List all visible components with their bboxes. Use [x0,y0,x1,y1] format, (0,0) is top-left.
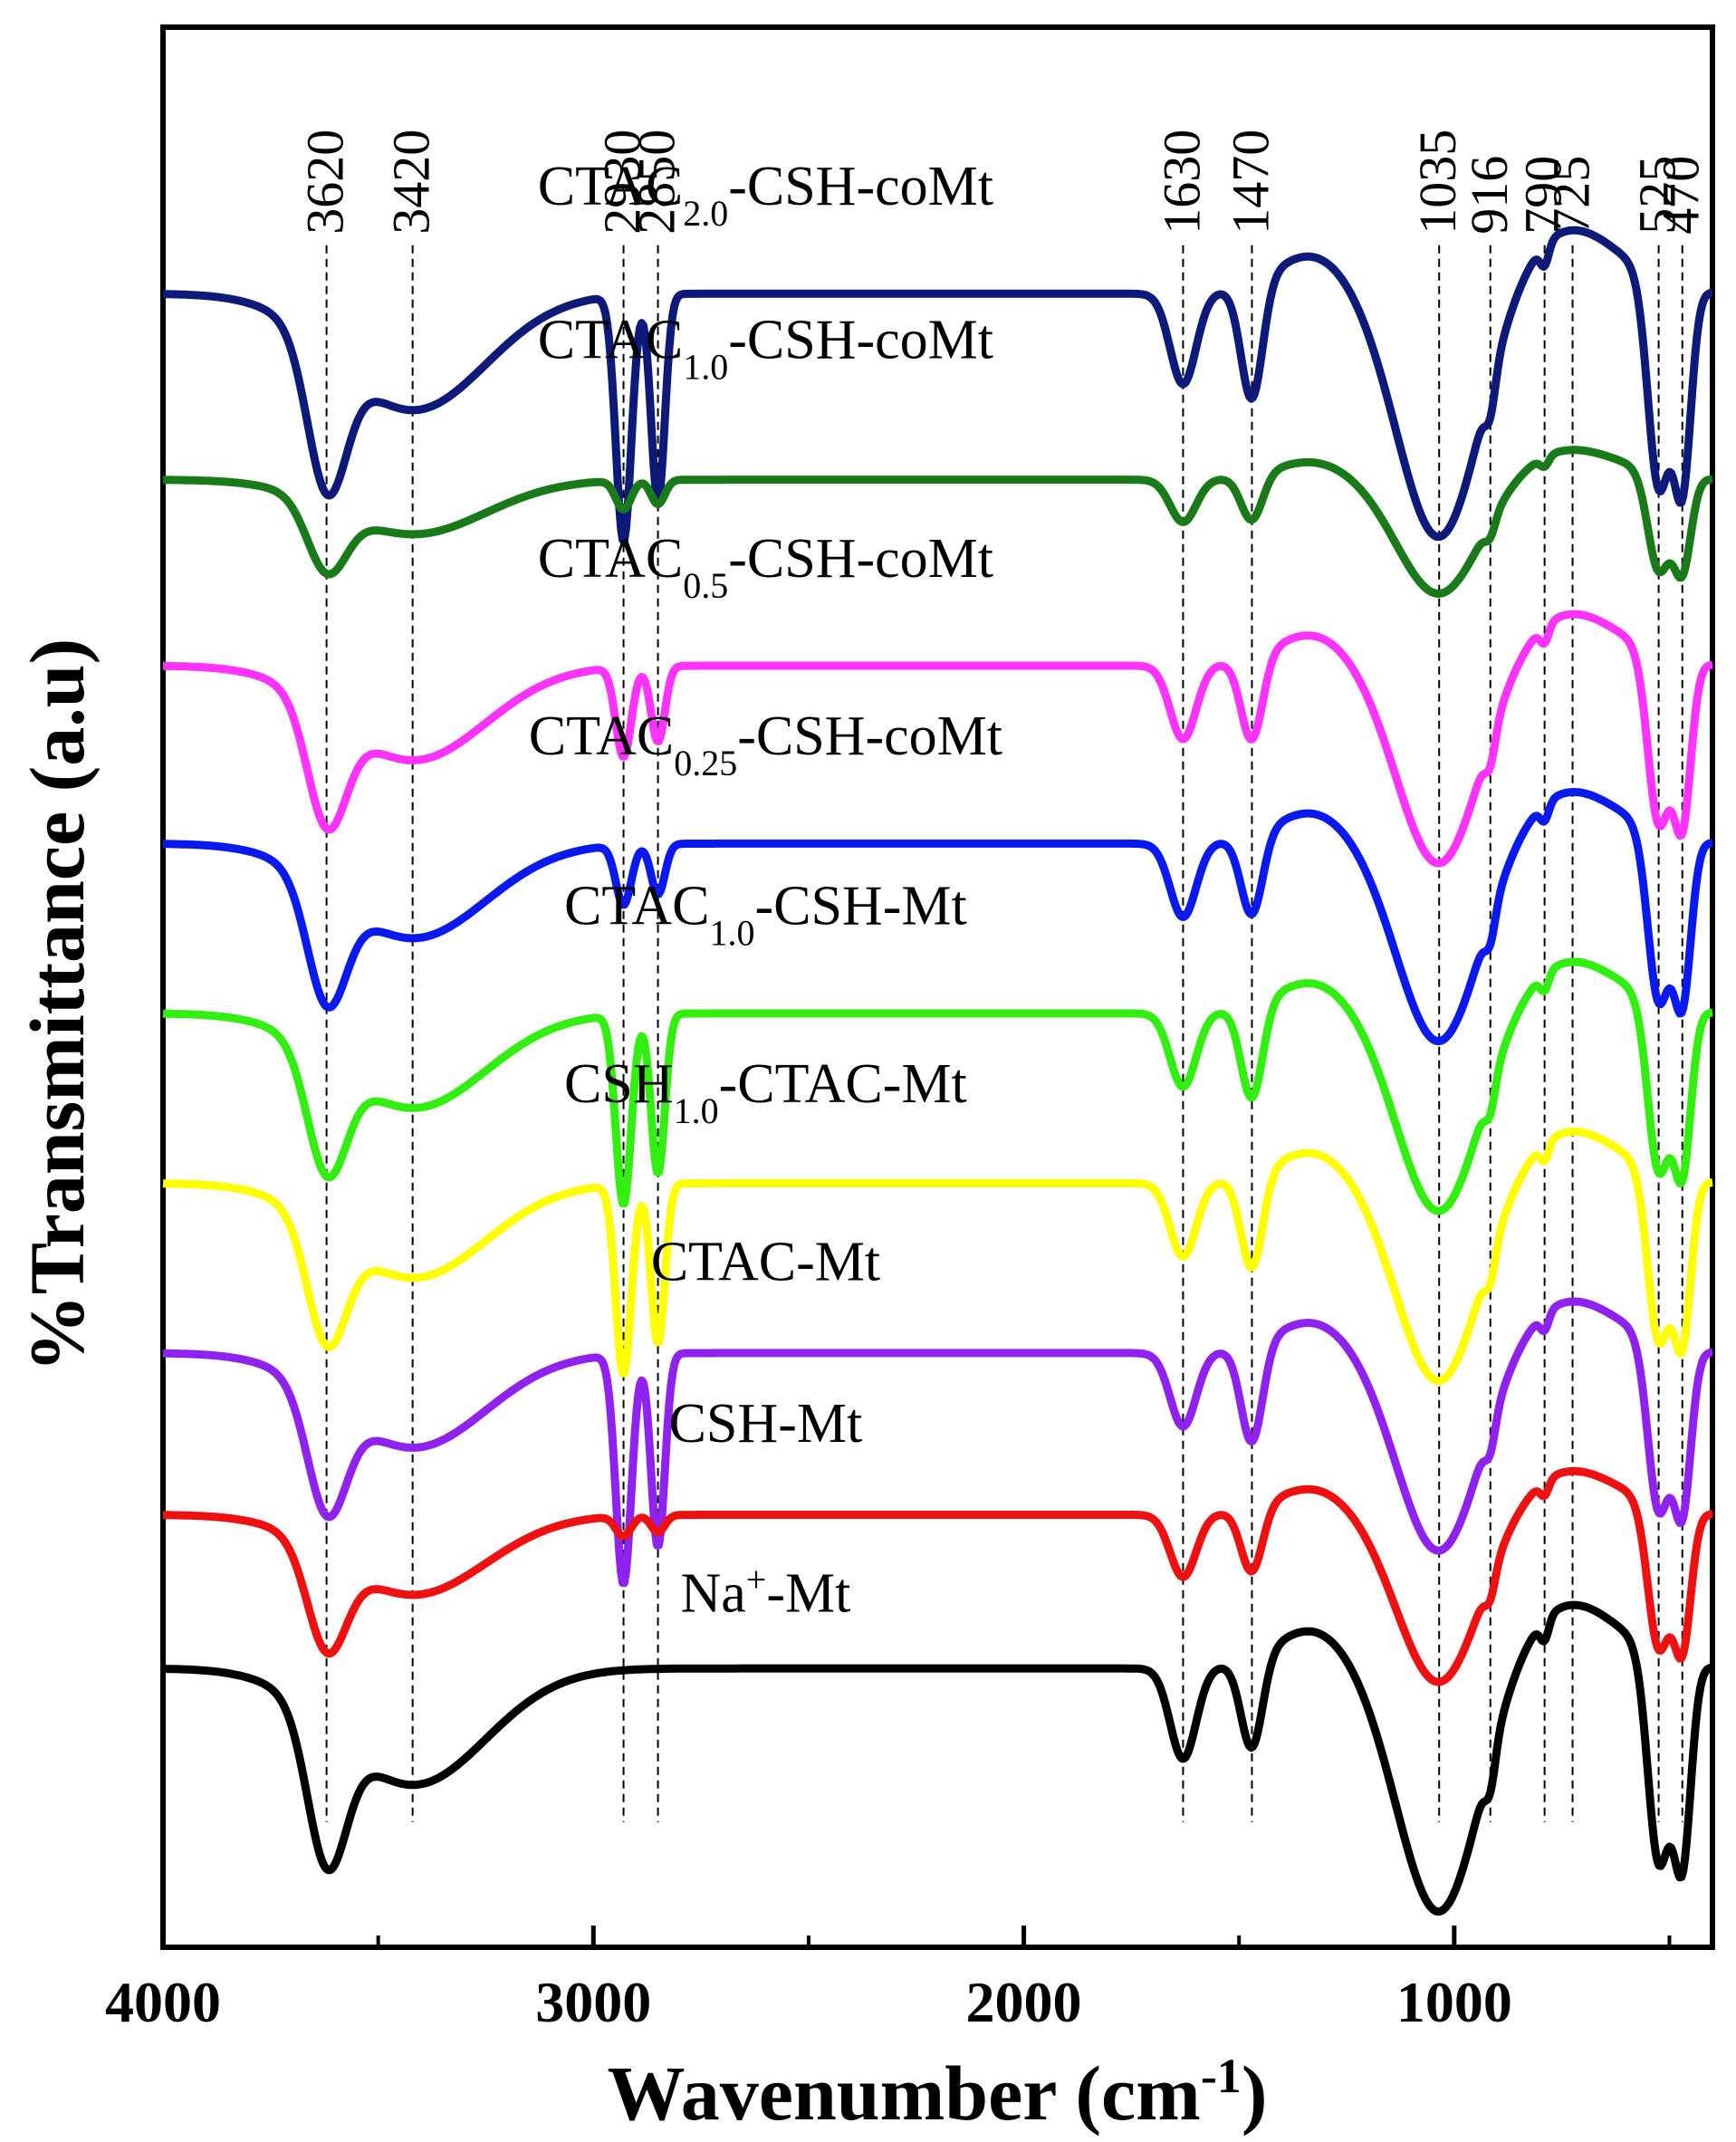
y-axis-title: %Transmittance (a.u) [14,639,101,1373]
series-label-7: CSH-Mt [669,1393,863,1455]
peak-label-790: 790 [1514,156,1573,235]
peak-label-1035: 1035 [1408,130,1467,235]
series-label-6: CTAC-Mt [651,1232,880,1293]
peak-label-525: 525 [1628,156,1687,235]
peak-label-3420: 3420 [382,130,441,235]
x-axis-title-sup: -1 [1201,2049,1242,2103]
peak-label-1630: 1630 [1152,130,1211,235]
peak-label-2850: 2850 [628,130,686,235]
x-tick-label-3000: 3000 [535,1970,651,2034]
peak-label-916: 916 [1460,156,1519,235]
series-label-5: CSH1.0-CTAC-Mt [564,1053,967,1131]
spectra-curves [160,226,1715,1916]
series-label-4: CTAC1.0-CSH-Mt [564,876,967,954]
peak-label-2930: 2930 [593,130,652,235]
plot-frame [160,24,1715,1950]
series-line-7 [160,1466,1715,1686]
series-line-1 [160,446,1715,598]
series-line-3 [160,788,1715,1045]
series-label-8: Na+-Mt [680,1559,850,1625]
series-label-0: CTAC2.0-CSH-coMt [538,156,993,233]
series-label-1: CTAC1.0-CSH-coMt [538,310,993,388]
x-axis-title-main: Wavenumber (cm [608,2050,1201,2137]
series-line-5 [160,1128,1715,1385]
series-label-3: CTAC0.25-CSH-coMt [529,706,1002,783]
series-labels: CTAC2.0-CSH-coMt CTAC1.0-CSH-coMt CTAC0.5-… [529,156,1002,1625]
series-line-4 [160,957,1715,1215]
series-line-0 [160,226,1715,544]
x-axis-title: Wavenumber (cm-1) [608,2049,1268,2137]
x-tick-label-1000: 1000 [1396,1970,1512,2034]
series-line-8 [160,1600,1715,1916]
x-axis-title-close: ) [1242,2050,1268,2137]
x-tick-label-4000: 4000 [105,1970,221,2034]
x-tick-label-2000: 2000 [966,1970,1082,2034]
series-line-6 [160,1297,1715,1588]
x-axis-ticks: 4000 3000 2000 1000 [105,1926,1672,2034]
peak-label-3620: 3620 [296,130,355,235]
peak-label-1470: 1470 [1221,130,1280,235]
series-label-2: CTAC0.5-CSH-coMt [538,528,993,606]
series-line-2 [160,610,1715,868]
peak-label-725: 725 [1542,156,1601,235]
peak-label-470: 470 [1652,156,1711,235]
